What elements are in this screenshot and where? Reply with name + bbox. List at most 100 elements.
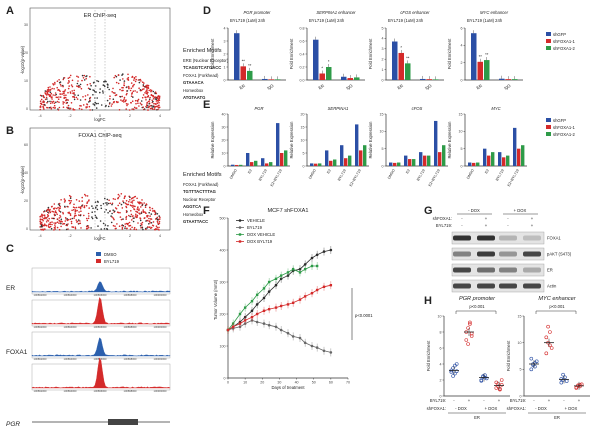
volcano-point xyxy=(42,105,44,108)
panel-e-legend-label: shGFP xyxy=(553,118,566,123)
volcano-point xyxy=(143,202,145,204)
volcano-point xyxy=(109,102,111,104)
volcano-point xyxy=(127,222,129,225)
volcano-point xyxy=(152,98,155,100)
data-point xyxy=(303,263,307,266)
volcano-point xyxy=(43,224,46,227)
volcano-point xyxy=(128,200,130,203)
volcano-point xyxy=(59,90,61,93)
blot-band xyxy=(453,267,471,273)
panel-g-dox-label-minus: - DOX xyxy=(468,208,480,213)
volcano-point xyxy=(42,228,44,230)
volcano-point xyxy=(87,87,90,90)
bar xyxy=(476,162,480,166)
volcano-point xyxy=(42,219,44,222)
panel-d-subplot-title: PGR promoter xyxy=(244,10,272,15)
panel-g-sign: - xyxy=(507,223,509,228)
data-point xyxy=(466,326,470,330)
panel-b-xlabel: logFC xyxy=(94,236,105,241)
volcano-point xyxy=(135,228,138,231)
volcano-point xyxy=(133,76,136,79)
volcano-point xyxy=(60,220,62,222)
volcano-point xyxy=(115,75,118,78)
data-point xyxy=(468,322,472,326)
data-point xyxy=(243,306,247,309)
volcano-point xyxy=(69,218,72,220)
volcano-point xyxy=(142,106,144,108)
x-tick-label: 2 xyxy=(129,234,131,238)
significance-stars: ** xyxy=(248,63,252,68)
volcano-point xyxy=(63,77,66,79)
volcano-point xyxy=(83,205,86,207)
volcano-point xyxy=(156,213,159,215)
y-tick-label: 20 xyxy=(24,51,28,55)
x-category-label: E2 xyxy=(326,169,332,175)
volcano-point xyxy=(82,77,85,79)
bar xyxy=(506,155,510,166)
volcano-point xyxy=(113,210,116,212)
panel-e-subplot: cFOS Relative Expression 0 5 10 15 DMSO E2 BYL71… xyxy=(368,106,448,187)
significance-stars: ** xyxy=(406,55,410,60)
y-tick-label: 200 xyxy=(220,312,226,316)
panel-e-ylabel: Relative Expression xyxy=(210,121,215,159)
panel-g-sign: - xyxy=(507,216,509,221)
volcano-point xyxy=(121,228,124,230)
volcano-point xyxy=(158,104,160,107)
volcano-point xyxy=(88,105,91,108)
volcano-point xyxy=(43,210,46,212)
volcano-point xyxy=(113,100,115,103)
volcano-point xyxy=(117,193,120,196)
y-tick-label: 0 xyxy=(461,164,463,168)
legend-label: DOX BYL719 xyxy=(247,239,273,244)
volcano-point xyxy=(60,85,62,87)
volcano-point xyxy=(137,79,140,81)
volcano-point xyxy=(145,203,148,205)
volcano-point xyxy=(127,76,130,79)
volcano-point xyxy=(70,84,73,86)
volcano-point xyxy=(144,211,146,213)
volcano-point xyxy=(121,226,124,229)
data-point xyxy=(322,285,326,288)
bar xyxy=(484,60,490,80)
series-line xyxy=(227,284,331,331)
blot-band-label: pAKT (S473) xyxy=(547,252,572,257)
data-point xyxy=(549,346,554,350)
volcano-point xyxy=(106,86,109,88)
data-point xyxy=(529,356,534,361)
volcano-point xyxy=(52,106,55,109)
panel-d-subplot-title: cFOS enhancer xyxy=(400,10,430,15)
data-point xyxy=(226,328,230,332)
volcano-point xyxy=(139,219,142,222)
volcano-point xyxy=(142,108,145,111)
volcano-point xyxy=(154,218,157,220)
volcano-point xyxy=(140,80,142,82)
volcano-point xyxy=(131,226,133,229)
volcano-point xyxy=(71,217,74,220)
volcano-point xyxy=(68,107,70,109)
volcano-point xyxy=(49,102,52,105)
volcano-point xyxy=(62,85,64,88)
volcano-point xyxy=(139,201,142,204)
volcano-point xyxy=(149,206,151,209)
x-category-label: IgG xyxy=(266,83,274,91)
bar xyxy=(359,150,363,166)
volcano-point xyxy=(99,91,101,94)
volcano-point xyxy=(121,224,123,227)
volcano-point xyxy=(118,202,121,204)
bar xyxy=(427,155,431,166)
data-point xyxy=(279,328,283,332)
volcano-point xyxy=(123,98,126,100)
volcano-point xyxy=(142,85,145,87)
volcano-point xyxy=(67,206,69,208)
volcano-point xyxy=(124,227,126,229)
blot-band xyxy=(499,251,517,257)
volcano-point xyxy=(79,99,82,101)
volcano-point xyxy=(121,100,124,102)
volcano-point xyxy=(62,92,65,95)
track-tick-label: 100892000 xyxy=(34,293,48,297)
track-tick-label: 100896000 xyxy=(94,293,108,297)
y-tick-label: 400 xyxy=(220,248,226,252)
bar xyxy=(280,153,284,166)
bar xyxy=(471,33,477,80)
volcano-point xyxy=(55,96,58,99)
